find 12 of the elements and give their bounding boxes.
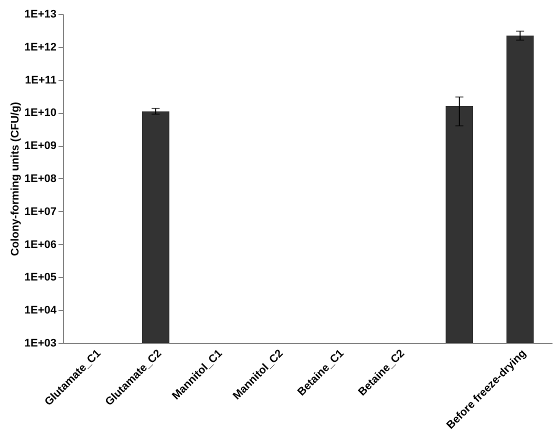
y-tick-label: 1E+13	[24, 8, 56, 20]
y-tick-label: 1E+12	[24, 41, 56, 54]
y-tick-label: 1E+10	[24, 107, 56, 120]
y-tick-label: 1E+11	[24, 74, 56, 86]
y-tick-label: 1E+06	[24, 238, 56, 251]
y-tick-label: 1E+07	[24, 206, 56, 218]
y-tick-label: 1E+04	[24, 304, 58, 317]
y-tick-label: 1E+03	[24, 338, 56, 350]
y-tick-label: 1E+05	[24, 272, 56, 284]
y-axis-title: Colony-forming units (CFU/g)	[9, 102, 22, 256]
y-tick-label: 1E+09	[24, 140, 56, 152]
y-tick-label: 1E+08	[24, 173, 56, 185]
